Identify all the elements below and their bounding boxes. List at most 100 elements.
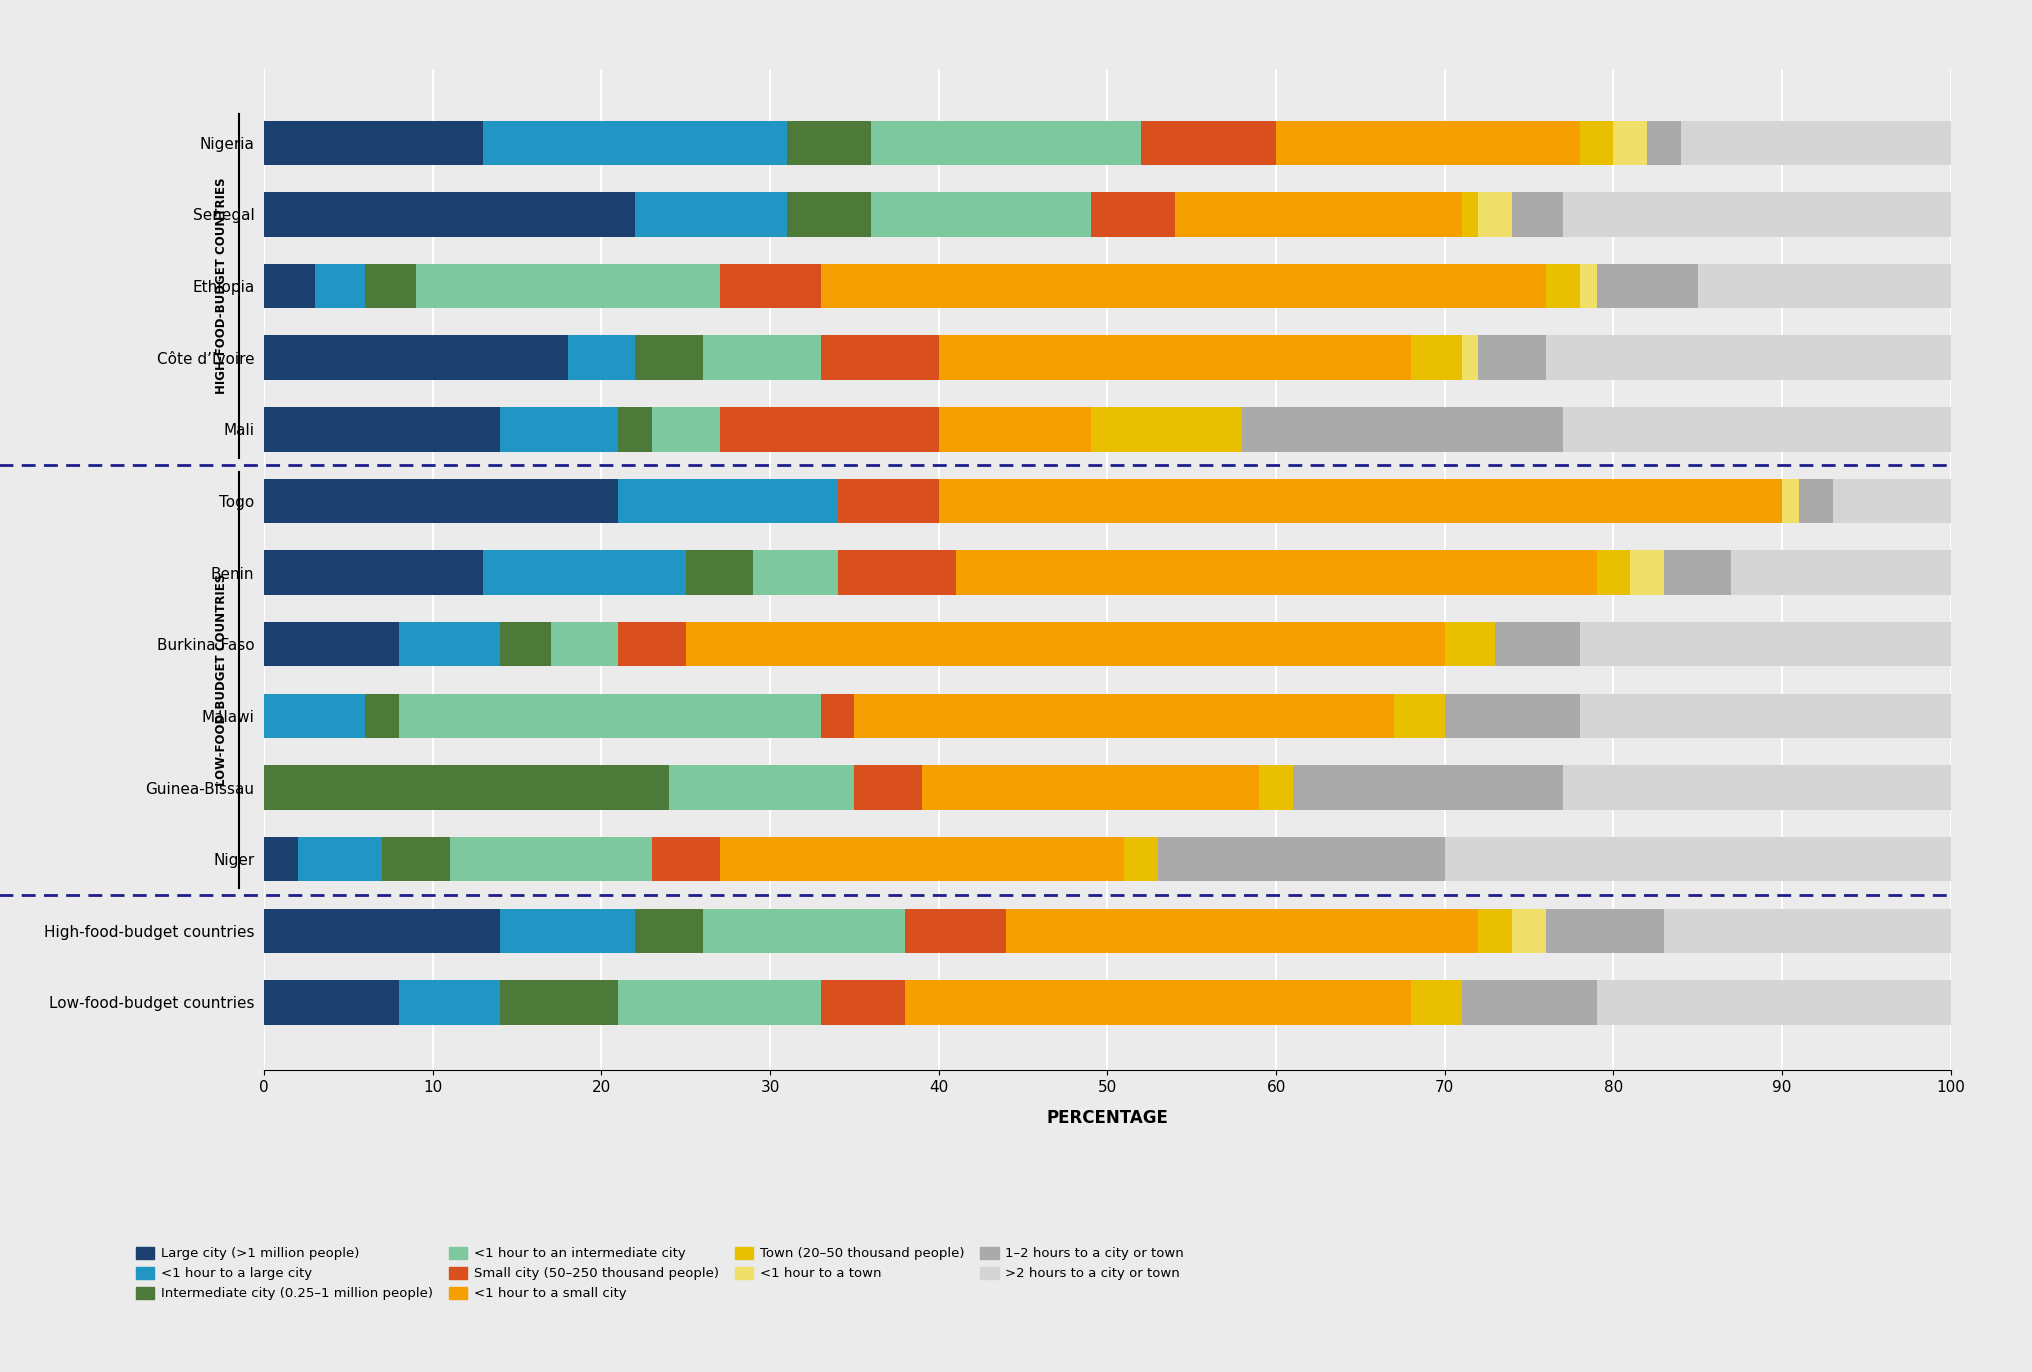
Bar [939,336,1410,380]
Bar [821,694,853,738]
Bar [264,479,618,523]
Bar [1597,263,1699,309]
Bar [1563,407,1951,451]
Bar [264,980,398,1025]
Bar [264,192,636,236]
Bar [299,837,382,881]
Bar [1664,908,1951,954]
Bar [837,550,955,595]
Bar [398,622,500,667]
Bar [1174,192,1461,236]
Bar [264,550,484,595]
Bar [1479,336,1546,380]
Bar [1410,336,1461,380]
Bar [652,407,719,451]
Bar [1276,121,1579,165]
Bar [1648,121,1680,165]
Bar [703,908,904,954]
Bar [264,622,398,667]
Bar [1579,694,1951,738]
Bar [484,550,687,595]
Bar [1479,192,1512,236]
Bar [500,622,551,667]
Bar [366,263,417,309]
Bar [1798,479,1833,523]
Bar [1091,192,1174,236]
Bar [1091,407,1242,451]
Bar [955,550,1597,595]
Bar [484,121,786,165]
Bar [551,622,618,667]
Bar [1664,550,1731,595]
Bar [398,694,821,738]
Bar [669,766,855,809]
Bar [1680,121,1951,165]
Bar [264,694,366,738]
Bar [855,766,923,809]
Bar [1546,263,1579,309]
Bar [855,694,1394,738]
Bar [1394,694,1445,738]
Text: HIGH-FOOD-BUDGET COUNTRIES: HIGH-FOOD-BUDGET COUNTRIES [215,178,228,394]
Bar [821,980,904,1025]
Bar [636,192,786,236]
Bar [618,622,687,667]
Bar [264,336,567,380]
Bar [1479,908,1512,954]
Bar [1006,908,1479,954]
Legend: Large city (>1 million people), <1 hour to a large city, Intermediate city (0.25: Large city (>1 million people), <1 hour … [136,1247,1185,1301]
Bar [939,479,1782,523]
Bar [366,694,398,738]
Bar [398,980,500,1025]
Bar [685,622,1445,667]
Bar [1630,550,1664,595]
Bar [821,336,939,380]
Bar [315,263,366,309]
Bar [837,479,939,523]
Bar [1461,192,1479,236]
Bar [1579,263,1597,309]
Bar [1496,622,1579,667]
Bar [1512,908,1546,954]
Bar [500,980,618,1025]
Bar [1292,766,1563,809]
Bar [719,263,821,309]
Bar [786,121,872,165]
Bar [264,837,299,881]
Bar [652,837,719,881]
Bar [904,980,1410,1025]
X-axis label: PERCENTAGE: PERCENTAGE [1046,1109,1168,1126]
Bar [872,121,1142,165]
Bar [872,192,1091,236]
Bar [904,908,1006,954]
Bar [1158,837,1445,881]
Bar [923,766,1260,809]
Bar [1597,980,1951,1025]
Bar [264,263,315,309]
Bar [500,407,618,451]
Bar [1546,908,1664,954]
Bar [1579,622,1951,667]
Bar [1833,479,1951,523]
Bar [1512,192,1563,236]
Bar [1782,479,1798,523]
Bar [264,407,500,451]
Bar [719,837,1124,881]
Bar [1579,121,1613,165]
Bar [1546,336,1951,380]
Bar [449,837,652,881]
Bar [1597,550,1630,595]
Bar [821,263,1546,309]
Bar [618,407,652,451]
Bar [939,407,1091,451]
Bar [264,908,500,954]
Bar [618,980,821,1025]
Bar [1445,837,1951,881]
Bar [1260,766,1292,809]
Bar [1461,336,1479,380]
Bar [1242,407,1563,451]
Bar [1142,121,1276,165]
Bar [1445,694,1579,738]
Bar [703,336,821,380]
Bar [719,407,939,451]
